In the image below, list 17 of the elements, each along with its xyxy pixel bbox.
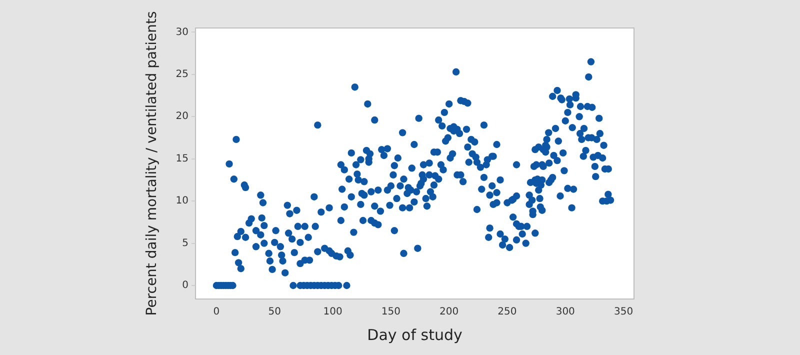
x-tick-label: 100 <box>323 306 342 318</box>
x-tick-label: 150 <box>381 306 400 318</box>
y-tick-label: 30 <box>176 26 189 38</box>
y-tick-label: 15 <box>176 153 189 164</box>
x-tick-label: 50 <box>268 306 281 318</box>
x-tick-label: 200 <box>440 306 459 318</box>
y-tick-label: 25 <box>176 69 189 80</box>
x-tick-label: 0 <box>213 306 220 318</box>
x-tick-label: 250 <box>498 306 517 318</box>
x-axis-title: Day of study <box>367 326 462 344</box>
y-tick-label: 20 <box>176 111 189 122</box>
y-tick-label: 10 <box>176 196 189 207</box>
y-tick-label: 5 <box>182 238 189 249</box>
y-tick-label: 0 <box>182 280 189 292</box>
x-tick-label: 350 <box>614 306 634 318</box>
x-tick-label: 300 <box>556 306 575 318</box>
y-axis-title: Percent daily mortality / ventilated patients <box>144 11 160 316</box>
